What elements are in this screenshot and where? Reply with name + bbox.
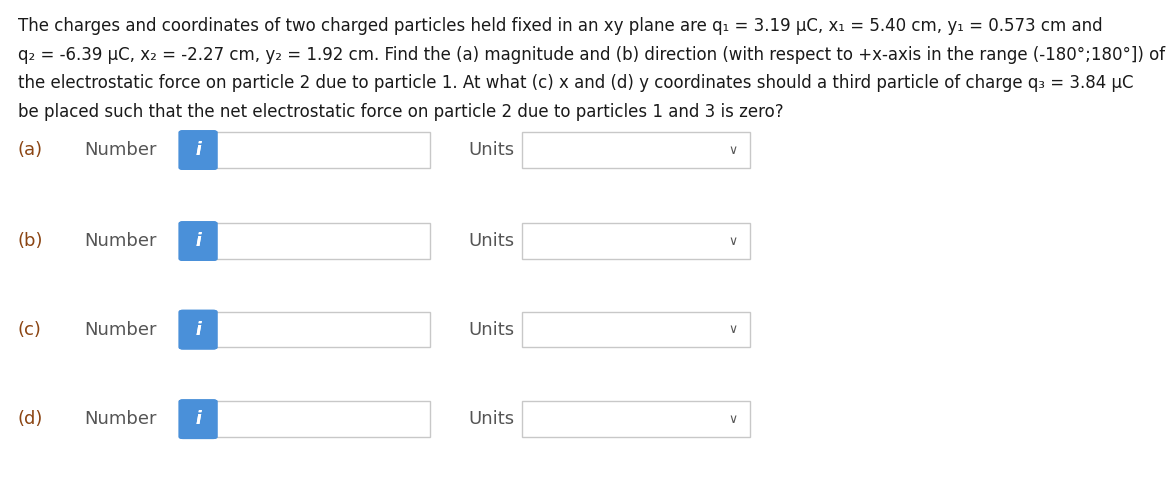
Text: Units: Units	[469, 321, 515, 338]
Text: i: i	[196, 321, 200, 338]
Bar	[183, 312, 430, 347]
FancyBboxPatch shape	[179, 400, 217, 438]
Bar	[522, 312, 750, 347]
Text: ∨: ∨	[728, 235, 737, 247]
Bar	[522, 132, 750, 168]
Text: i: i	[196, 410, 200, 428]
Bar	[183, 223, 430, 259]
FancyBboxPatch shape	[179, 222, 217, 260]
Text: ∨: ∨	[728, 413, 737, 426]
Text: i: i	[196, 141, 200, 159]
Text: The charges and coordinates of two charged particles held fixed in an xy plane a: The charges and coordinates of two charg…	[18, 17, 1102, 35]
Text: Number: Number	[84, 232, 157, 250]
Bar	[183, 132, 430, 168]
Text: Number: Number	[84, 410, 157, 428]
Text: be placed such that the net electrostatic force on particle 2 due to particles 1: be placed such that the net electrostati…	[18, 103, 783, 121]
Text: ∨: ∨	[728, 323, 737, 336]
Text: i: i	[196, 410, 200, 428]
FancyBboxPatch shape	[179, 400, 217, 438]
Bar	[522, 223, 750, 259]
FancyBboxPatch shape	[179, 222, 217, 260]
Text: Units: Units	[469, 232, 515, 250]
Text: i: i	[196, 232, 200, 250]
FancyBboxPatch shape	[179, 310, 217, 349]
FancyBboxPatch shape	[179, 131, 217, 169]
FancyBboxPatch shape	[179, 310, 217, 349]
Text: Number: Number	[84, 141, 157, 159]
Bar	[522, 401, 750, 437]
Text: i: i	[196, 321, 200, 338]
Text: Units: Units	[469, 141, 515, 159]
Text: q₂ = -6.39 μC, x₂ = -2.27 cm, y₂ = 1.92 cm. Find the (a) magnitude and (b) direc: q₂ = -6.39 μC, x₂ = -2.27 cm, y₂ = 1.92 …	[18, 46, 1165, 64]
Bar	[183, 401, 430, 437]
Text: the electrostatic force on particle 2 due to particle 1. At what (c) x and (d) y: the electrostatic force on particle 2 du…	[18, 74, 1133, 92]
Text: i: i	[196, 232, 200, 250]
Text: (b): (b)	[18, 232, 43, 250]
Text: (a): (a)	[18, 141, 42, 159]
FancyBboxPatch shape	[179, 131, 217, 169]
Text: i: i	[196, 141, 200, 159]
Text: Number: Number	[84, 321, 157, 338]
Text: Units: Units	[469, 410, 515, 428]
Text: (c): (c)	[18, 321, 41, 338]
Text: ∨: ∨	[728, 144, 737, 156]
Text: (d): (d)	[18, 410, 43, 428]
